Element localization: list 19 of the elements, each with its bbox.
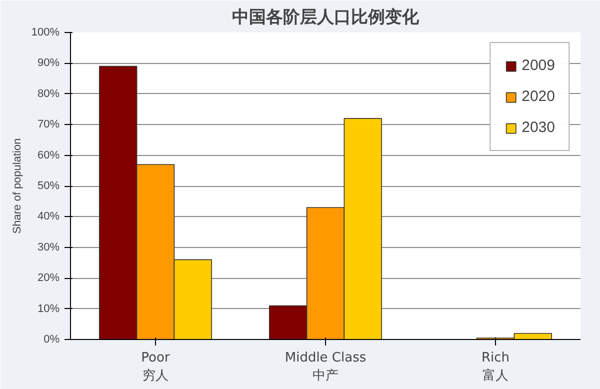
legend-label: 2020 bbox=[522, 88, 555, 105]
legend-label: 2009 bbox=[522, 57, 555, 74]
y-tick-label: 70% bbox=[37, 118, 60, 131]
y-tick-label: 40% bbox=[37, 210, 60, 223]
y-tick-label: 20% bbox=[37, 272, 60, 284]
chart-title: 中国各阶层人口比例变化 bbox=[232, 8, 420, 28]
y-tick-label: 60% bbox=[37, 149, 60, 162]
legend-label: 2030 bbox=[522, 119, 555, 136]
x-tick-label: Poor 穷人 bbox=[141, 350, 170, 384]
y-tick-label: 80% bbox=[37, 88, 60, 100]
y-tick-label: 0% bbox=[44, 334, 60, 346]
y-tick-label: 50% bbox=[37, 180, 60, 192]
y-tick-label: 90% bbox=[37, 57, 60, 70]
x-tick-label: Rich 富人 bbox=[481, 350, 510, 384]
y-axis-title: Share of population bbox=[11, 138, 24, 234]
y-tick-label: 10% bbox=[37, 302, 60, 315]
y-tick-label: 30% bbox=[37, 241, 60, 254]
y-tick-label: 100% bbox=[31, 26, 60, 38]
x-tick-label: Middle Class 中产 bbox=[284, 350, 366, 384]
